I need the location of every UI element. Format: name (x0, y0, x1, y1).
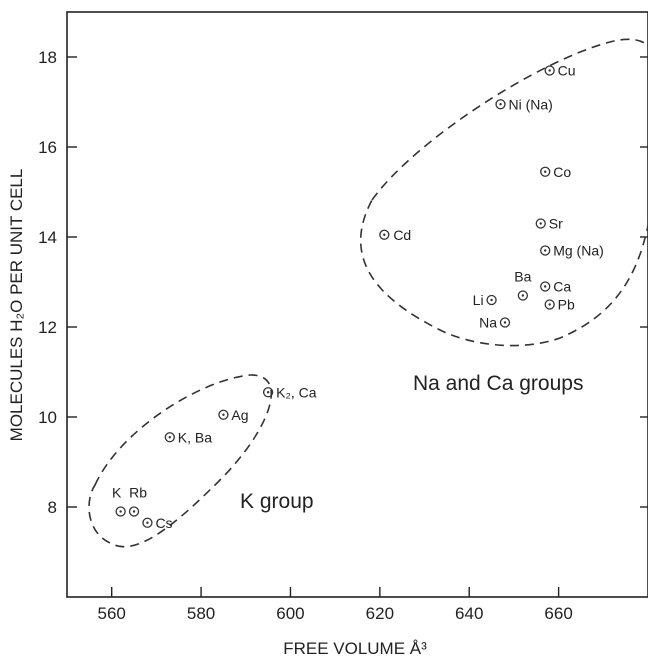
point-center (132, 510, 136, 513)
data-point: Mg (Na) (540, 243, 604, 259)
annotation-na-ca-groups: Na and Ca groups (413, 372, 583, 395)
data-point: Rb (128, 485, 147, 517)
point-label: K₂, Ca (276, 384, 317, 400)
point-center (499, 103, 502, 106)
point-center (544, 249, 547, 252)
x-axis-title: FREE VOLUME Å³ (283, 639, 427, 658)
y-axis-ticks: 8 10 12 14 16 18 (38, 48, 648, 517)
point-marker (379, 229, 390, 240)
point-label: Cd (393, 227, 411, 243)
x-axis-ticks: 560 580 600 620 640 660 (98, 587, 573, 623)
point-label: Na (479, 315, 497, 331)
x-tick-label: 660 (544, 604, 572, 623)
point-label: Cs (155, 515, 172, 531)
point-center (168, 436, 171, 439)
point-center (119, 510, 122, 513)
data-point: K, Ba (164, 429, 212, 445)
point-label: Cu (558, 63, 576, 79)
point-label: Co (553, 164, 571, 180)
y-tick-label: 12 (38, 318, 57, 337)
x-tick-label: 640 (455, 604, 483, 623)
y-tick-label: 10 (38, 408, 57, 427)
point-center (544, 285, 547, 288)
point-label: Mg (Na) (553, 243, 604, 259)
data-point: Li (473, 292, 497, 308)
data-point: Ca (540, 279, 571, 295)
data-point: Co (540, 164, 571, 180)
point-marker (128, 506, 140, 517)
point-marker (535, 218, 546, 229)
point-label: Rb (129, 485, 147, 501)
x-tick-label: 600 (276, 604, 304, 623)
data-point: Pb (544, 297, 575, 313)
point-center (503, 321, 507, 324)
point-label: Sr (549, 216, 563, 232)
annotation-k-group: K group (240, 490, 314, 513)
y-tick-label: 18 (38, 48, 57, 67)
data-point: Cs (142, 515, 173, 531)
point-marker (164, 432, 175, 443)
data-point: Ag (218, 407, 249, 423)
x-tick-label: 560 (98, 604, 126, 623)
point-center (521, 294, 525, 297)
point-center (490, 298, 493, 302)
point-marker (142, 517, 153, 528)
data-point: Ni (Na) (495, 96, 553, 112)
y-axis-title: MOLECULES H₂O PER UNIT CELL (7, 169, 26, 442)
data-points: K Rb Cs K, Ba Ag K₂, Ca Cd Li Ba Na Ni (Na) Cu Co Sr M… (112, 63, 604, 531)
point-marker (262, 387, 274, 398)
point-center (548, 303, 551, 306)
point-label: Ca (553, 279, 571, 295)
data-point: Ba (514, 269, 532, 301)
point-label: Ag (231, 407, 248, 423)
data-point: K (112, 485, 126, 517)
point-marker (499, 317, 511, 328)
na-ca-group-boundary (360, 38, 648, 347)
y-tick-label: 14 (38, 228, 57, 247)
point-label: K, Ba (178, 429, 212, 445)
point-center (548, 69, 551, 72)
point-marker (540, 166, 551, 177)
data-point: Cd (379, 227, 411, 243)
point-marker (540, 245, 551, 256)
point-marker (517, 290, 529, 301)
data-point: Na (479, 315, 511, 331)
point-center (266, 391, 270, 394)
point-center (383, 233, 386, 236)
point-marker (544, 65, 555, 76)
data-point: K₂, Ca (262, 384, 317, 400)
point-center (146, 521, 149, 524)
point-marker (540, 281, 551, 292)
point-marker (544, 299, 555, 310)
point-center (539, 222, 542, 225)
data-point: Cu (544, 63, 576, 79)
point-label: Pb (558, 297, 575, 313)
point-marker (218, 409, 229, 420)
k-group-boundary (88, 374, 273, 548)
y-tick-label: 8 (48, 498, 57, 517)
point-marker (486, 294, 497, 306)
point-label: Ba (514, 269, 531, 285)
x-tick-label: 580 (187, 604, 215, 623)
point-label: K (112, 485, 122, 501)
point-center (544, 170, 547, 173)
point-label: Ni (Na) (509, 96, 553, 112)
plot-frame (66, 11, 648, 598)
y-tick-label: 16 (38, 138, 57, 157)
point-label: Li (473, 292, 484, 308)
x-tick-label: 620 (366, 604, 394, 623)
point-marker (115, 506, 126, 517)
point-marker (495, 99, 506, 110)
point-center (222, 413, 225, 416)
data-point: Sr (535, 216, 563, 232)
